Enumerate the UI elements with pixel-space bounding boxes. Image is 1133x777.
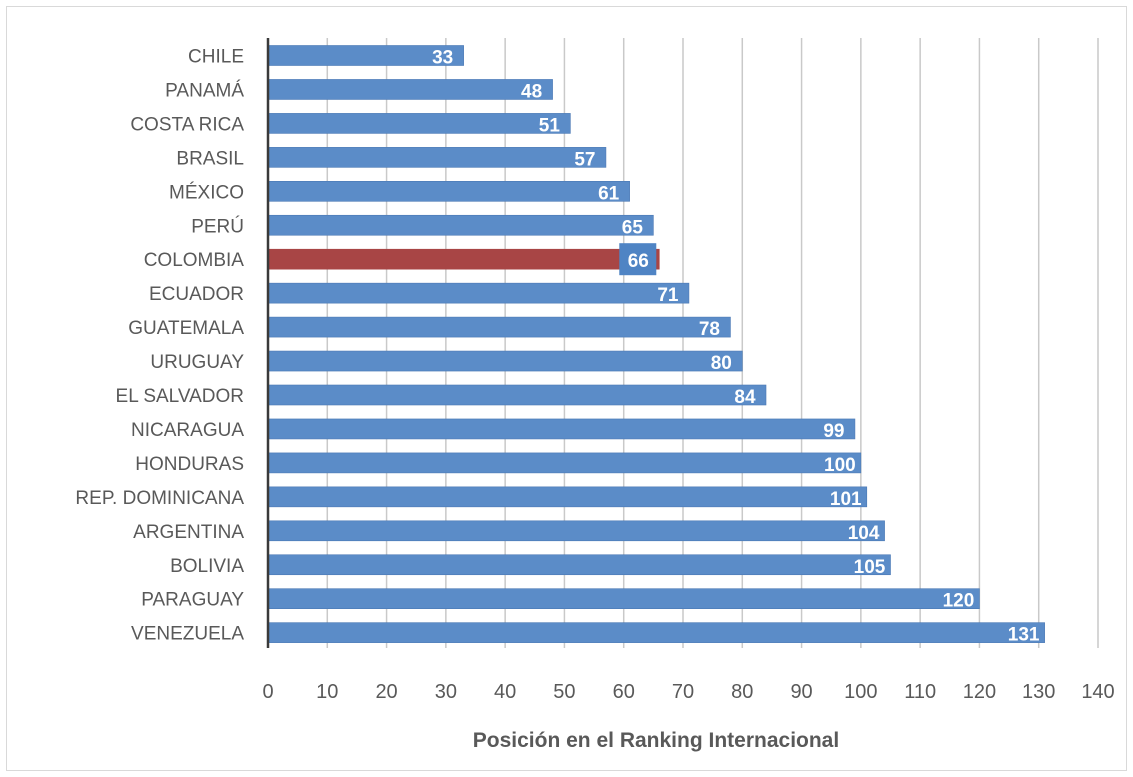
category-label: COSTA RICA	[130, 114, 244, 135]
x-tick-label: 30	[435, 681, 457, 703]
data-label: 65	[622, 217, 644, 238]
x-tick-label: 40	[494, 681, 516, 703]
bar	[267, 79, 553, 100]
bar	[267, 350, 743, 372]
data-label: 66	[628, 251, 649, 272]
x-tick-label: 90	[790, 681, 812, 703]
category-label: BOLIVIA	[170, 556, 244, 577]
data-label: 57	[574, 149, 595, 170]
x-tick-label: 20	[375, 681, 397, 703]
bar	[267, 554, 891, 576]
data-label: 101	[830, 489, 862, 510]
bar-highlighted	[267, 248, 660, 270]
bar	[267, 486, 868, 508]
bar	[267, 214, 654, 236]
category-label: PARAGUAY	[141, 590, 244, 611]
bar	[267, 113, 571, 134]
bar	[267, 147, 607, 168]
bars	[267, 45, 1045, 643]
category-label: GUATEMALA	[128, 318, 244, 339]
x-tick-label: 10	[316, 681, 338, 703]
category-label: ECUADOR	[149, 284, 244, 305]
bar	[267, 588, 980, 610]
x-tick-label: 110	[904, 681, 936, 703]
data-label: 61	[598, 183, 620, 204]
data-label: 48	[521, 81, 542, 102]
category-label: ARGENTINA	[133, 522, 244, 543]
data-label: 105	[854, 557, 886, 578]
x-tick-label: 140	[1081, 681, 1114, 703]
x-tick-label: 80	[731, 681, 753, 703]
category-label: BRASIL	[176, 148, 244, 169]
x-tick-label: 60	[613, 681, 635, 703]
bar	[267, 384, 767, 406]
bar	[267, 452, 862, 474]
category-label: URUGUAY	[150, 352, 244, 373]
category-label: HONDURAS	[135, 454, 244, 475]
x-tick-label: 100	[844, 681, 877, 703]
category-label: NICARAGUA	[131, 420, 244, 441]
x-tick-label: 130	[1022, 681, 1055, 703]
bar	[267, 418, 856, 440]
x-tick-label: 70	[672, 681, 694, 703]
gridlines	[326, 38, 1099, 648]
bar	[267, 181, 630, 202]
data-label: 51	[539, 115, 561, 136]
chart-border	[6, 6, 1127, 771]
data-label: 33	[432, 48, 453, 69]
data-label: 80	[711, 353, 732, 374]
data-label: 120	[943, 591, 975, 612]
labels: 0 10 20 30 40 50 60 70 80 90 100 110 120 130 140 CHILE 3…	[75, 47, 1114, 704]
data-label: 131	[1008, 625, 1040, 646]
bar	[267, 520, 885, 542]
data-label: 78	[699, 319, 720, 340]
bar	[267, 622, 1045, 643]
x-tick-label: 120	[963, 681, 996, 703]
category-label: PERÚ	[191, 215, 244, 237]
x-axis-title: Posición en el Ranking Internacional	[473, 729, 839, 752]
category-label: EL SALVADOR	[116, 386, 244, 407]
category-label: COLOMBIA	[144, 250, 245, 271]
category-label: VENEZUELA	[131, 624, 244, 645]
data-label: 100	[824, 455, 856, 476]
category-label: REP. DOMINICANA	[75, 488, 244, 509]
category-label: MÉXICO	[169, 182, 244, 203]
data-label: 104	[848, 523, 880, 544]
category-label: CHILE	[188, 47, 244, 68]
data-label: 99	[823, 421, 844, 442]
x-tick-label: 0	[262, 681, 273, 703]
category-label: PANAMÁ	[165, 80, 244, 101]
bar	[267, 282, 690, 304]
data-label-box	[619, 243, 657, 276]
x-tick-label: 50	[553, 681, 575, 703]
data-label: 84	[734, 387, 756, 408]
data-label: 71	[657, 285, 679, 306]
bar	[267, 316, 731, 338]
